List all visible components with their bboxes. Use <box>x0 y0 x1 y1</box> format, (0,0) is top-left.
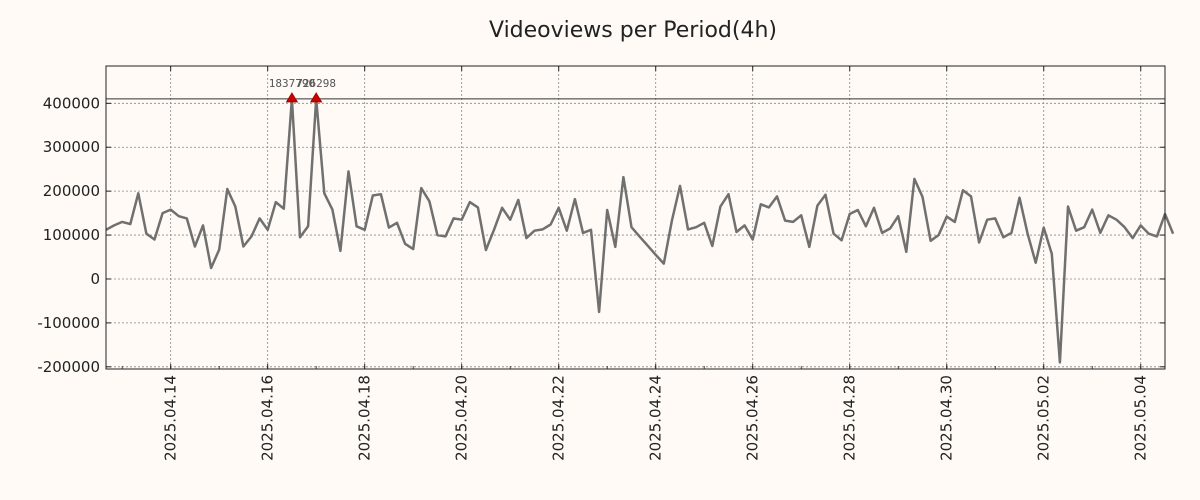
peak-label: 726298 <box>296 77 336 90</box>
x-tick-label: 2025.04.16 <box>259 375 277 461</box>
chart-title: Videoviews per Period(4h) <box>489 18 777 43</box>
x-tick-label: 2025.05.04 <box>1132 375 1150 461</box>
y-tick-label: 300000 <box>43 138 100 156</box>
x-tick-label: 2025.04.14 <box>162 375 180 461</box>
peak-label: 1837790 <box>269 77 315 90</box>
x-tick-label: 2025.04.24 <box>647 375 665 461</box>
y-tick-label: 100000 <box>43 226 100 244</box>
x-tick-label: 2025.04.20 <box>453 375 471 461</box>
y-tick-label: -200000 <box>37 358 100 376</box>
y-tick-label: 0 <box>90 270 100 288</box>
axis-ticks: 400000 300000 200000 100000 0 -100000 -200000 2… <box>37 66 1165 461</box>
y-tick-label: -100000 <box>37 314 100 332</box>
series-line <box>105 97 1175 364</box>
x-tick-label: 2025.04.18 <box>356 375 374 461</box>
x-tick-label: 2025.05.02 <box>1035 375 1053 461</box>
y-tick-label: 400000 <box>43 94 100 112</box>
peak-marker <box>309 92 323 103</box>
peak-marker <box>285 92 299 103</box>
x-tick-label: 2025.04.22 <box>550 375 568 461</box>
x-tick-label: 2025.04.28 <box>841 375 859 461</box>
y-tick-label: 200000 <box>43 182 100 200</box>
grid-lines <box>106 66 1165 369</box>
x-tick-label: 2025.04.26 <box>744 375 762 461</box>
series-group <box>105 97 1175 364</box>
x-tick-label: 2025.04.30 <box>938 375 956 461</box>
plot-frame <box>105 65 1166 370</box>
